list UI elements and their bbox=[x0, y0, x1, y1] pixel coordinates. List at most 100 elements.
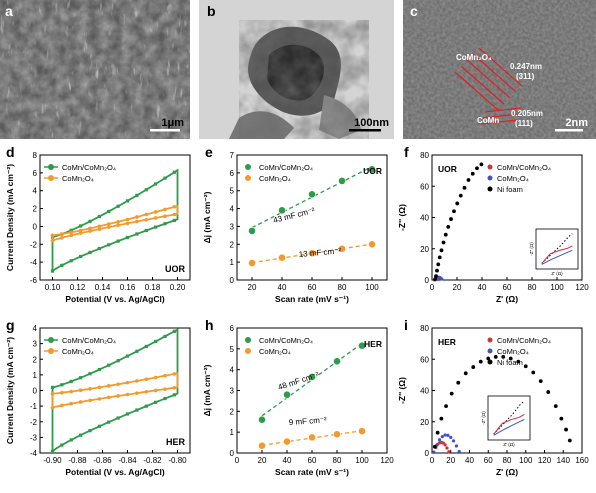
cv-marker bbox=[172, 218, 176, 222]
data-point bbox=[441, 240, 446, 245]
y-tick-label: -4 bbox=[30, 258, 38, 267]
cv-marker bbox=[144, 228, 148, 233]
cv-marker bbox=[125, 235, 130, 240]
cv-marker bbox=[88, 229, 92, 233]
data-point bbox=[308, 249, 316, 258]
cv-marker bbox=[163, 207, 167, 212]
x-tick-label: 100 bbox=[355, 456, 369, 465]
cv-marker bbox=[172, 329, 176, 333]
chart-tag: UOR bbox=[165, 264, 186, 274]
cv-marker bbox=[172, 204, 177, 209]
cv-marker bbox=[172, 170, 176, 174]
legend-label: CoMn₂O₄ bbox=[259, 174, 291, 183]
cv-marker bbox=[153, 388, 158, 393]
y-tick-label: 1 bbox=[230, 428, 235, 437]
data-point bbox=[283, 390, 291, 399]
data-point bbox=[501, 355, 506, 359]
data-point bbox=[452, 209, 456, 214]
x-axis-label: Potential (V vs. Ag/AgCl) bbox=[65, 467, 165, 477]
cv-marker bbox=[69, 233, 74, 238]
y-tick-label: 40 bbox=[420, 387, 429, 396]
cv-marker bbox=[69, 230, 74, 235]
cv-marker bbox=[116, 239, 120, 243]
y-tick-label: 40 bbox=[420, 214, 429, 223]
y-tick-label: 8 bbox=[33, 151, 38, 160]
data-point bbox=[338, 176, 346, 185]
chart-panel-d: 0.10 0.12 0.14 0.16 0.18 0.20 -6 -4 -2 0 2 4 6 8 Poten… bbox=[0, 144, 199, 315]
cv-marker bbox=[106, 225, 111, 229]
x-tick-label: 0 bbox=[235, 456, 240, 465]
panel-label: e bbox=[205, 145, 213, 160]
chart-tag: HER bbox=[438, 337, 456, 347]
legend-marker bbox=[487, 186, 493, 192]
cv-marker bbox=[135, 215, 139, 219]
legend-label: Ni foam bbox=[497, 185, 523, 194]
cv-marker bbox=[144, 188, 148, 192]
legend-marker bbox=[487, 337, 493, 343]
y-tick-label: 5 bbox=[230, 345, 235, 354]
data-point bbox=[333, 430, 341, 439]
cv-marker bbox=[172, 372, 177, 376]
cv-marker bbox=[69, 401, 74, 406]
scale-bar-label: 1μm bbox=[161, 117, 184, 129]
chart-g-svg: -0.90 -0.88 -0.86 -0.84 -0.82 -0.80 -4 -3 -2 -1 0 1… bbox=[5, 317, 191, 477]
data-point bbox=[449, 391, 454, 396]
chart-f-svg: 0 20 40 60 80 100 120 0 20 40 60 80 Z' (Ω) -Z'' (Ω) f C… bbox=[397, 144, 589, 304]
cv-marker bbox=[69, 228, 73, 232]
x-tick-label: 80 bbox=[333, 456, 342, 465]
panel-label-a: a bbox=[5, 3, 13, 19]
x-tick-label: 80 bbox=[503, 456, 512, 465]
chart-h-svg: 0 20 40 60 80 100 120 0 1 2 3 4 5 6 Scan rate (mV s⁻¹)… bbox=[202, 317, 394, 477]
cv-marker bbox=[60, 263, 64, 267]
data-point bbox=[443, 443, 447, 447]
y-tick-label: 0 bbox=[425, 276, 430, 285]
x-tick-label: 100 bbox=[550, 283, 564, 292]
cv-marker bbox=[125, 217, 130, 222]
data-point bbox=[462, 185, 467, 190]
legend-marker bbox=[48, 175, 54, 181]
legend-marker bbox=[487, 164, 493, 170]
x-tick-label: 120 bbox=[380, 456, 394, 465]
y-tick-label: 3 bbox=[230, 387, 235, 396]
cv-marker bbox=[107, 243, 111, 247]
legend-label: CoMn₂O₄ bbox=[62, 174, 94, 183]
y-tick-label: 80 bbox=[420, 151, 429, 160]
cv-marker bbox=[116, 416, 120, 420]
inset-curve bbox=[541, 249, 573, 265]
data-point bbox=[436, 262, 441, 267]
chart-i-svg: 0 20 40 60 80 100 120 140 160 0 20 40 60 80 Z' (Ω) -Z''… bbox=[397, 317, 589, 477]
data-point bbox=[333, 357, 341, 366]
nanoflower-particle bbox=[229, 20, 369, 139]
legend-marker bbox=[245, 337, 251, 343]
y-tick-label: 3 bbox=[230, 222, 235, 231]
data-point bbox=[258, 415, 266, 424]
cv-marker bbox=[97, 214, 101, 219]
cv-marker bbox=[79, 376, 83, 380]
chart-panel-g: -0.90 -0.88 -0.86 -0.84 -0.82 -0.80 -4 -3 -2 -1 0 1… bbox=[0, 317, 199, 488]
inset-curve bbox=[493, 418, 525, 436]
panel-label: d bbox=[6, 145, 15, 160]
cv-marker bbox=[163, 214, 167, 219]
cv-marker bbox=[50, 385, 55, 389]
cv-marker bbox=[78, 400, 83, 404]
cv-marker bbox=[163, 387, 167, 391]
cv-marker bbox=[135, 232, 139, 236]
cv-marker bbox=[153, 375, 158, 380]
cv-marker bbox=[144, 212, 149, 217]
y-tick-label: 0 bbox=[230, 449, 235, 458]
y-tick-label: -4 bbox=[30, 449, 38, 458]
cv-loop bbox=[51, 204, 179, 243]
cv-marker bbox=[97, 385, 102, 390]
legend-marker bbox=[487, 348, 493, 354]
x-tick-label: -0.80 bbox=[168, 456, 187, 465]
data-point bbox=[443, 232, 448, 237]
data-point bbox=[445, 446, 449, 450]
data-point bbox=[463, 371, 468, 376]
data-point bbox=[447, 450, 451, 454]
cv-marker bbox=[125, 221, 130, 226]
y-tick-label: 4 bbox=[230, 205, 235, 214]
cv-marker bbox=[116, 394, 120, 398]
data-point bbox=[466, 178, 471, 182]
cv-marker bbox=[116, 382, 120, 387]
cv-marker bbox=[97, 424, 101, 428]
